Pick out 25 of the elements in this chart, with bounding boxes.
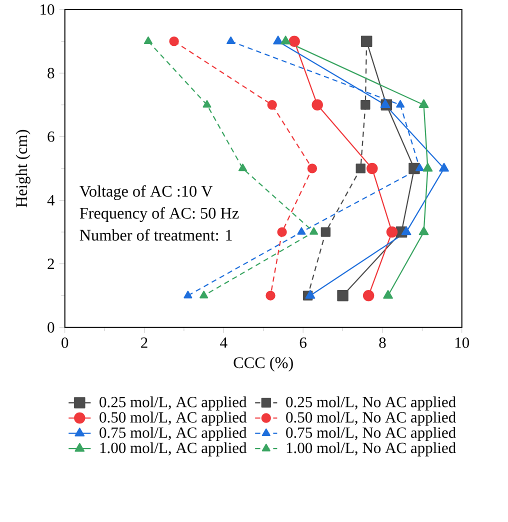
y-axis-title: Height (cm) bbox=[16, 130, 30, 208]
legend-label: 0.75 mol/L, No AC applied bbox=[286, 426, 456, 442]
legend-label: 0.25 mol/L, No AC applied bbox=[286, 396, 456, 410]
legend-label: 0.50 mol/L, AC applied bbox=[100, 412, 247, 426]
y-tick-label: 6 bbox=[48, 131, 54, 142]
y-tick-label: 8 bbox=[48, 68, 54, 78]
y-tick-label: 4 bbox=[47, 195, 55, 206]
x-tick-label: 4 bbox=[220, 337, 228, 348]
x-tick-label: 10 bbox=[456, 337, 470, 348]
legend-label: 1.00 mol/L, No AC applied bbox=[286, 442, 456, 456]
y-tick-label: 2 bbox=[48, 258, 54, 269]
annotation: Voltage of AC :10 V bbox=[80, 185, 213, 200]
legend-label: 0.25 mol/L, AC applied bbox=[100, 396, 247, 410]
legend-label: 0.75 mol/L, AC applied bbox=[100, 426, 247, 442]
x-tick-label: 0 bbox=[62, 337, 68, 348]
legend-label: 1.00 mol/L, AC applied bbox=[100, 442, 247, 456]
x-tick-label: 2 bbox=[141, 337, 148, 348]
x-axis-title: CCC (%) bbox=[234, 356, 293, 372]
annotation: Frequency of AC: 50 Hz bbox=[80, 207, 239, 222]
y-tick-label: 0 bbox=[48, 322, 54, 333]
annotation: Number of treatment: 1 bbox=[80, 229, 232, 241]
y-tick-label: 10 bbox=[40, 4, 54, 15]
legend-label: 0.50 mol/L, No AC applied bbox=[286, 412, 456, 426]
x-tick-label: 8 bbox=[379, 337, 386, 348]
x-tick-label: 6 bbox=[300, 337, 307, 348]
